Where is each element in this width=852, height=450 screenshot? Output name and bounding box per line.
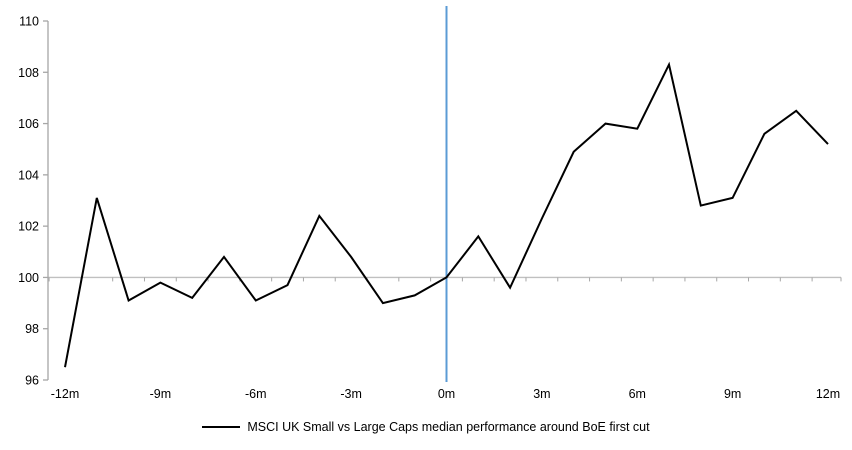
y-tick-label: 98: [25, 322, 39, 336]
y-axis: 96 98 100 102 104 106 108 110: [18, 15, 49, 388]
legend-line-sample: [202, 426, 241, 428]
x-tick-label: -12m: [51, 387, 79, 401]
y-tick-label: 104: [18, 168, 39, 182]
x-tick-label: 6m: [629, 387, 646, 401]
legend: MSCI UK Small vs Large Caps median perfo…: [0, 420, 852, 434]
y-tick-label: 106: [18, 117, 39, 131]
x-axis-labels: -12m -9m -6m -3m 0m 3m 6m 9m 12m: [51, 387, 840, 401]
y-tick-label: 110: [19, 15, 39, 29]
x-tick-label: -6m: [245, 387, 267, 401]
series-line: [64, 61, 829, 368]
legend-label: MSCI UK Small vs Large Caps median perfo…: [247, 420, 650, 434]
x-tick-label: 9m: [724, 387, 741, 401]
x-tick-label: -3m: [340, 387, 362, 401]
x-tick-label: -9m: [150, 387, 172, 401]
x-tick-label: 3m: [533, 387, 550, 401]
y-tick-label: 102: [18, 220, 39, 234]
x-tick-label: 0m: [438, 387, 455, 401]
y-tick-label: 100: [18, 271, 39, 285]
y-tick-label: 96: [25, 374, 39, 388]
y-tick-label: 108: [18, 66, 39, 80]
x-tick-label: 12m: [816, 387, 840, 401]
